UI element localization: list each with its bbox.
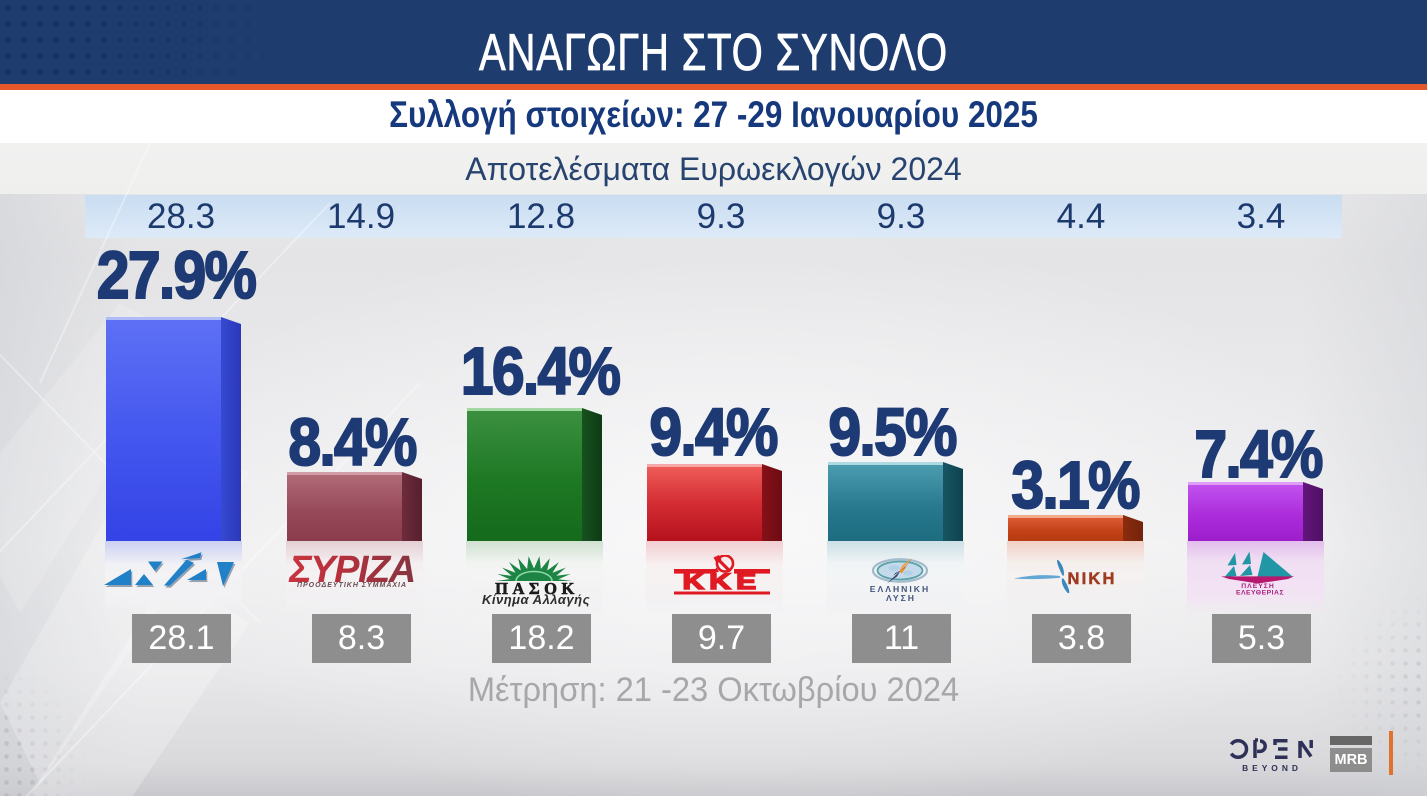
svg-text:ΕΛΕΥΘΕΡΙΑΣ: ΕΛΕΥΘΕΡΙΑΣ	[1236, 590, 1284, 596]
svg-text:BEYOND: BEYOND	[1242, 763, 1302, 773]
svg-text:ΛΥΣΗ: ΛΥΣΗ	[886, 593, 916, 602]
svg-text:KKE: KKE	[683, 569, 762, 594]
svg-text:ΕΛΛΗΝΙΚΗ: ΕΛΛΗΝΙΚΗ	[870, 584, 930, 594]
svg-text:ΠΛΕΥΣΗ: ΠΛΕΥΣΗ	[1241, 583, 1275, 590]
svg-text:ΝΙΚΗ: ΝΙΚΗ	[1068, 570, 1117, 588]
